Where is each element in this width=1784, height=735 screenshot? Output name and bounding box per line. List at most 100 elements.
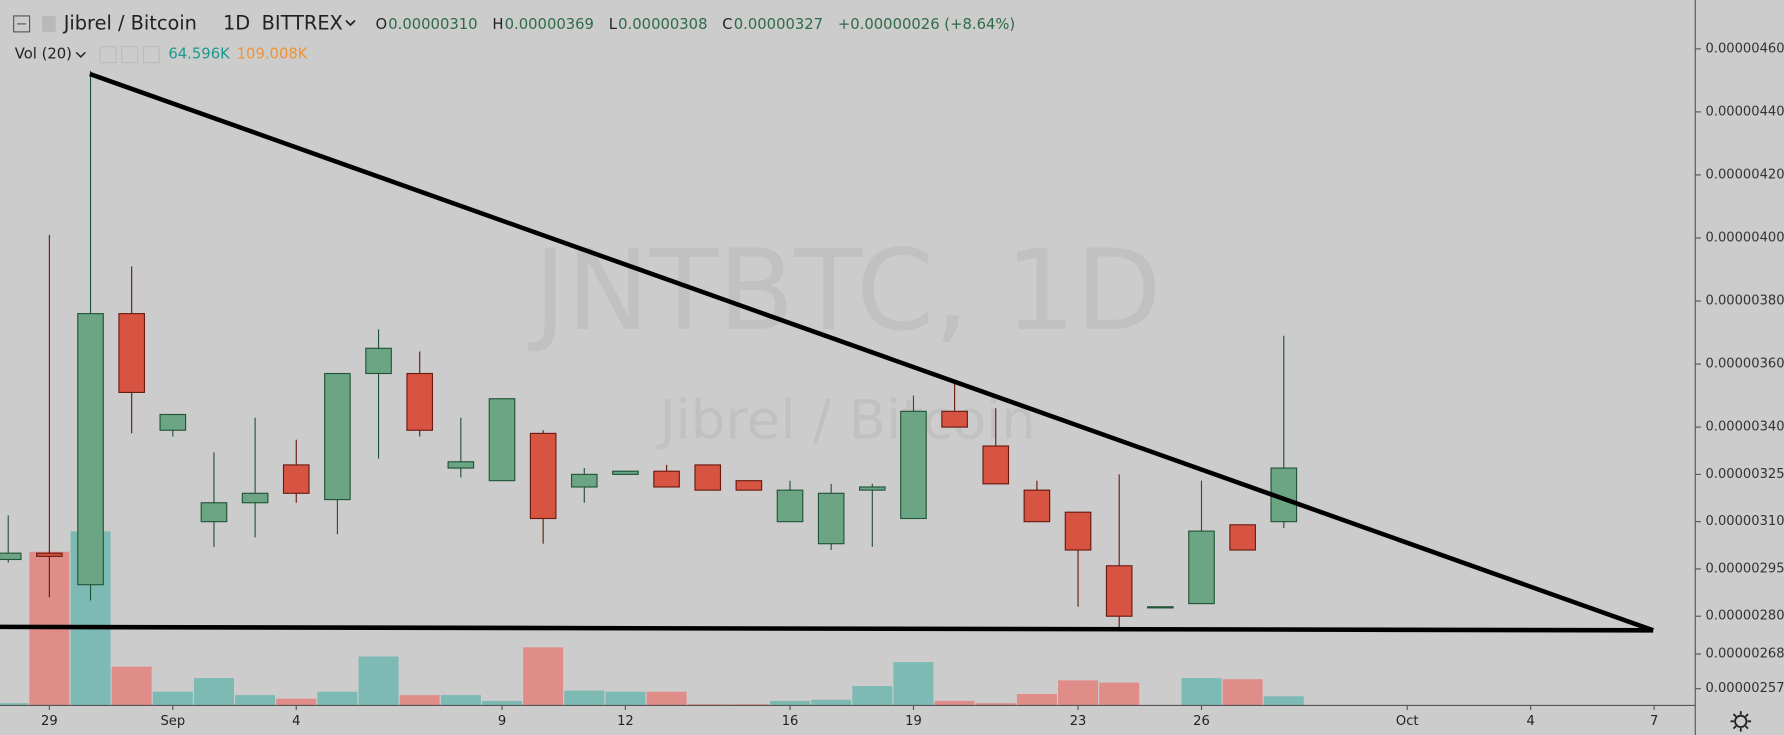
volume-bar bbox=[975, 703, 1016, 706]
y-tick-label[interactable]: 0.00000268 bbox=[1705, 647, 1784, 662]
volume-bar bbox=[1263, 696, 1304, 706]
candle-body bbox=[488, 398, 516, 482]
volume-bar bbox=[152, 691, 193, 706]
candle-body bbox=[900, 410, 927, 520]
candle-body bbox=[735, 480, 763, 491]
gear-teeth[interactable] bbox=[1730, 711, 1752, 732]
watermark: JNTBTC, 1D Jibrel / Bitcoin bbox=[528, 227, 1162, 452]
x-tick-label[interactable]: 4 bbox=[292, 714, 300, 729]
candle-body bbox=[982, 445, 1010, 485]
interval[interactable]: 1D bbox=[223, 11, 250, 34]
price-change: +0.00000026 (+8.64%) bbox=[838, 16, 1015, 33]
candle-body bbox=[1023, 489, 1051, 523]
volume-bar bbox=[399, 695, 440, 706]
candle-body bbox=[241, 492, 269, 504]
y-tick-label[interactable]: 0.00000360 bbox=[1705, 357, 1784, 372]
volume-bar bbox=[811, 699, 852, 706]
candle-body bbox=[324, 372, 351, 501]
exchange[interactable]: BITTREX bbox=[262, 11, 343, 34]
gear-icon[interactable] bbox=[1734, 714, 1748, 728]
remove-button[interactable] bbox=[142, 46, 160, 64]
symbol-name[interactable]: Jibrel / Bitcoin bbox=[63, 11, 197, 34]
y-tick-label[interactable]: 0.00000460 bbox=[1705, 41, 1784, 56]
x-tick-label[interactable]: 19 bbox=[905, 714, 922, 729]
x-tick-label[interactable]: 23 bbox=[1070, 714, 1087, 729]
volume-bar bbox=[317, 691, 358, 706]
x-tick-label[interactable]: Sep bbox=[160, 714, 185, 729]
volume-ma: 109.008K bbox=[237, 46, 308, 63]
volume-bar bbox=[276, 698, 317, 706]
volume-bar bbox=[1016, 693, 1057, 706]
price-axis[interactable]: 0.00000460 0.00000440 0.00000420 0.00000400… bbox=[1695, 41, 1784, 696]
volume-bar bbox=[852, 686, 893, 706]
volume-bar bbox=[1222, 679, 1263, 706]
legend: Jibrel / Bitcoin 1D BITTREX O 0.00000310 H 0.0… bbox=[13, 11, 1015, 64]
volume-bar bbox=[193, 678, 234, 706]
volume-bar bbox=[481, 700, 522, 706]
y-tick-label[interactable]: 0.00000380 bbox=[1705, 294, 1784, 309]
ohlc-label: H bbox=[492, 16, 503, 33]
time-axis[interactable]: 29 Sep 4 9 12 16 19 23 26 Oct 4 7 bbox=[41, 705, 1658, 729]
candle-body bbox=[1229, 524, 1256, 551]
y-tick-label[interactable]: 0.00000310 bbox=[1705, 514, 1784, 529]
volume-pane bbox=[0, 531, 1304, 706]
volume-bar bbox=[646, 691, 687, 706]
ohlc-label: L bbox=[609, 16, 618, 33]
volume-bar bbox=[770, 700, 811, 706]
x-tick-label[interactable]: 16 bbox=[782, 714, 799, 729]
candle-body bbox=[365, 347, 392, 375]
ohlc-value: 0.00000327 bbox=[734, 16, 823, 33]
candle-body bbox=[1064, 511, 1092, 551]
y-tick-label[interactable]: 0.00000420 bbox=[1705, 167, 1784, 182]
y-tick-label[interactable]: 0.00000295 bbox=[1705, 561, 1784, 576]
x-tick-label[interactable]: 4 bbox=[1527, 714, 1535, 729]
volume-bar bbox=[235, 695, 276, 706]
volume-bar bbox=[358, 656, 399, 706]
candle-body bbox=[941, 410, 968, 428]
x-tick-label[interactable]: 9 bbox=[498, 714, 506, 729]
volume-bar bbox=[564, 690, 605, 706]
trendline-support[interactable] bbox=[0, 624, 1654, 633]
volume-bar bbox=[605, 691, 646, 706]
volume-dropdown[interactable] bbox=[75, 51, 86, 58]
candle-body bbox=[1188, 530, 1215, 605]
y-tick-label[interactable]: 0.00000325 bbox=[1705, 467, 1784, 482]
volume-value: 64.596K bbox=[168, 46, 230, 63]
y-tick-label[interactable]: 0.00000280 bbox=[1705, 609, 1784, 624]
x-tick-label[interactable]: 29 bbox=[41, 714, 58, 729]
volume-bar bbox=[440, 695, 481, 706]
candle-body bbox=[817, 492, 845, 545]
candle-body bbox=[447, 461, 475, 469]
candle-body bbox=[1105, 565, 1133, 617]
volume-bar bbox=[1058, 680, 1099, 706]
x-tick-label[interactable]: 26 bbox=[1193, 714, 1210, 729]
volume-bar bbox=[1181, 678, 1222, 706]
candle-body bbox=[1147, 606, 1174, 609]
y-tick-label[interactable]: 0.00000257 bbox=[1705, 681, 1784, 696]
eye-button[interactable] bbox=[99, 46, 117, 64]
trendline-descending[interactable] bbox=[89, 71, 1654, 633]
ohlc-label: O bbox=[375, 16, 387, 33]
y-tick-label[interactable]: 0.00000440 bbox=[1705, 104, 1784, 119]
candle-body bbox=[406, 372, 434, 431]
candles bbox=[0, 70, 1298, 629]
volume-bar bbox=[893, 662, 934, 706]
candle-body bbox=[200, 502, 228, 523]
candle-body bbox=[282, 464, 310, 494]
settings-button[interactable] bbox=[1730, 711, 1752, 732]
trendlines[interactable] bbox=[0, 71, 1654, 633]
symbol-dropdown[interactable] bbox=[345, 19, 356, 27]
y-tick-label[interactable]: 0.00000340 bbox=[1705, 420, 1784, 435]
candle-body bbox=[694, 464, 722, 491]
x-tick-label[interactable]: 12 bbox=[617, 714, 634, 729]
settings-icon[interactable] bbox=[121, 46, 139, 64]
y-tick-label[interactable]: 0.00000400 bbox=[1705, 230, 1784, 245]
x-tick-label[interactable]: Oct bbox=[1396, 714, 1419, 729]
collapse-button[interactable] bbox=[13, 15, 31, 33]
candle-body bbox=[118, 313, 145, 393]
candle-body bbox=[612, 470, 639, 475]
x-tick-label[interactable]: 7 bbox=[1650, 714, 1658, 729]
